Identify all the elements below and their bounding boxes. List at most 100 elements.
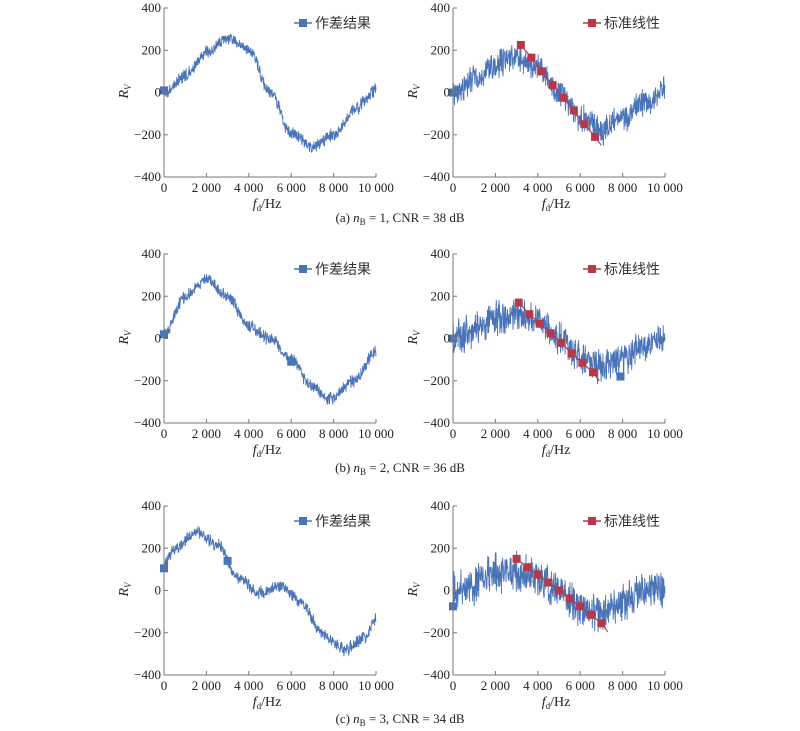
x-label-sub: d [546, 701, 551, 711]
standard-marker [555, 586, 563, 595]
x-label-unit: /Hz [550, 695, 570, 710]
y-label-sub: V [123, 329, 133, 336]
standard-marker [578, 358, 587, 367]
x-tick-label: 8 000 [608, 678, 637, 693]
y-tick-label: −400 [134, 415, 161, 430]
standard-marker [591, 132, 600, 141]
legend-label: 标准线性 [604, 16, 660, 32]
x-tick-label: 2 000 [481, 426, 510, 441]
y-axis-label: RV [117, 83, 133, 100]
legend-marker [588, 265, 596, 273]
x-tick-label: 10 000 [358, 180, 394, 195]
x-label-var: f [542, 695, 548, 710]
y-tick-label: 400 [142, 246, 162, 261]
standard-marker [533, 570, 542, 579]
standard-marker [525, 310, 534, 319]
x-tick-label: 2 000 [481, 678, 510, 693]
x-tick-label: 4 000 [234, 180, 263, 195]
measured-marker [223, 556, 232, 565]
legend-label: 作差结果 [315, 514, 371, 530]
y-label-var: R [406, 90, 421, 100]
standard-marker [544, 578, 553, 587]
caption-prefix: (b) [335, 460, 353, 475]
x-tick-label: 8 000 [608, 180, 637, 195]
x-label-sub: d [546, 449, 551, 459]
y-label-sub: V [412, 83, 422, 90]
caption-rest: = 2, CNR = 36 dB [366, 460, 465, 475]
y-tick-label: 400 [431, 498, 451, 513]
standard-marker [516, 40, 525, 49]
y-tick-label: 200 [142, 288, 162, 303]
y-label-var: R [117, 90, 132, 100]
y-label-sub: V [412, 581, 422, 588]
y-label-var: R [117, 588, 132, 598]
x-tick-label: 0 [161, 426, 168, 441]
x-label-sub: d [257, 449, 262, 459]
y-tick-label: −400 [134, 169, 161, 184]
y-tick-label: 0 [444, 85, 451, 100]
y-tick-label: 200 [431, 42, 451, 57]
standard-marker [588, 368, 597, 377]
y-tick-label: −200 [134, 127, 161, 142]
x-tick-label: 8 000 [319, 678, 348, 693]
subplot-caption: (b) nB = 2, CNR = 36 dB [335, 460, 465, 477]
x-label-unit: /Hz [261, 197, 281, 212]
x-label-var: f [542, 197, 548, 212]
x-label-sub: d [257, 203, 262, 213]
legend-label: 作差结果 [315, 16, 371, 32]
standard-marker [548, 81, 557, 90]
caption-rest: = 3, CNR = 34 dB [366, 711, 465, 726]
caption-prefix: (a) [335, 210, 353, 225]
measured-marker [616, 372, 625, 381]
y-tick-label: −400 [134, 667, 161, 682]
subplot-caption: (c) nB = 3, CNR = 34 dB [335, 711, 464, 728]
x-tick-label: 10 000 [358, 678, 394, 693]
x-label-unit: /Hz [261, 695, 281, 710]
x-tick-label: 4 000 [523, 180, 552, 195]
y-tick-label: 400 [142, 498, 162, 513]
x-label-unit: /Hz [550, 443, 570, 458]
x-tick-label: 6 000 [566, 678, 595, 693]
y-axis-label: RV [406, 581, 422, 598]
standard-marker [597, 619, 606, 628]
legend-label: 标准线性 [604, 514, 660, 530]
y-label-var: R [406, 588, 421, 598]
x-tick-label: 6 000 [277, 426, 306, 441]
x-tick-label: 8 000 [319, 426, 348, 441]
measured-series-line [452, 44, 666, 146]
caption-n: n [353, 210, 360, 225]
measured-series-line [163, 33, 377, 153]
caption-n: n [353, 711, 360, 726]
y-tick-label: 0 [155, 331, 162, 346]
standard-marker [538, 67, 547, 76]
x-tick-label: 0 [161, 180, 168, 195]
x-tick-label: 6 000 [277, 180, 306, 195]
caption-sub: B [360, 718, 366, 728]
x-label-var: f [253, 443, 259, 458]
x-tick-label: 0 [450, 678, 457, 693]
y-tick-label: −400 [423, 169, 450, 184]
legend-label: 标准线性 [604, 262, 660, 278]
y-axis-label: RV [406, 83, 422, 100]
standard-marker [523, 563, 532, 572]
y-tick-label: 200 [142, 42, 162, 57]
x-tick-label: 10 000 [647, 678, 683, 693]
y-tick-label: 400 [431, 0, 451, 15]
legend-label: 作差结果 [315, 262, 371, 278]
standard-marker [546, 329, 555, 338]
standard-marker [512, 554, 521, 563]
y-tick-label: 0 [444, 583, 451, 598]
y-tick-label: −200 [423, 127, 450, 142]
measured-marker [287, 357, 296, 366]
caption-prefix: (c) [335, 711, 353, 726]
x-label-unit: /Hz [261, 443, 281, 458]
y-tick-label: 400 [142, 0, 162, 15]
y-tick-label: 200 [431, 540, 451, 555]
x-tick-label: 6 000 [566, 180, 595, 195]
